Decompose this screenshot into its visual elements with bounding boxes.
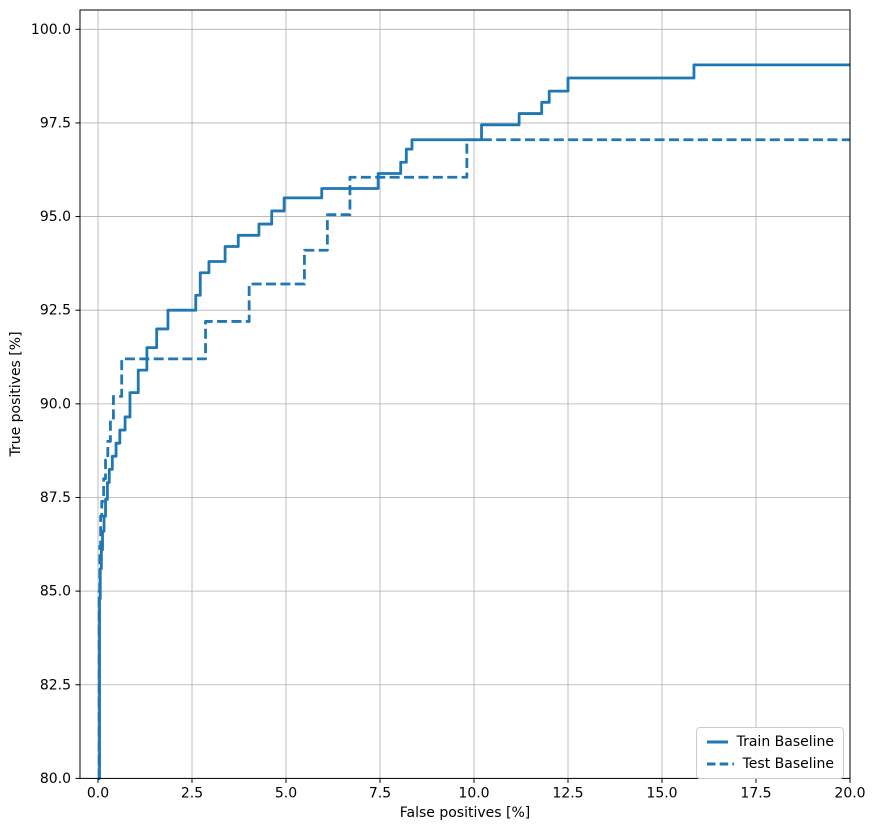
y-tick-label: 92.5	[40, 303, 71, 319]
y-tick-label: 85.0	[40, 584, 71, 600]
x-tick-label: 20.0	[834, 785, 865, 801]
y-tick-label: 90.0	[40, 396, 71, 412]
axes-spines	[79, 9, 851, 779]
legend-label-train: Train Baseline	[736, 734, 834, 750]
y-tick-label: 100.0	[31, 22, 71, 38]
y-axis-title-wrap: True positives [%]	[8, 269, 24, 456]
y-tick-label: 95.0	[40, 209, 71, 225]
legend-item-train: Train Baseline	[706, 733, 834, 751]
x-tick-label: 10.0	[458, 785, 489, 801]
legend: Train Baseline Test Baseline	[696, 727, 844, 779]
series-line-test	[97, 138, 850, 780]
y-axis-title: True positives [%]	[8, 331, 24, 457]
train-line-sample-icon	[707, 740, 728, 744]
y-tick-label: 80.0	[40, 771, 71, 787]
y-tick-label: 87.5	[40, 490, 71, 506]
y-tick-label: 82.5	[40, 677, 71, 693]
x-tick-label: 0.0	[87, 785, 109, 801]
x-tick-label: 7.5	[369, 785, 391, 801]
x-tick-label: 5.0	[275, 785, 297, 801]
x-tick-label: 17.5	[740, 785, 771, 801]
x-tick-label: 2.5	[181, 785, 203, 801]
y-tick-label: 97.5	[40, 115, 71, 131]
x-tick-label: 15.0	[646, 785, 677, 801]
x-axis-title: False positives [%]	[399, 805, 531, 821]
x-tick-label: 12.5	[552, 785, 583, 801]
test-line-sample-icon	[707, 762, 734, 766]
legend-item-test: Test Baseline	[706, 755, 834, 773]
legend-label-test: Test Baseline	[742, 756, 834, 772]
